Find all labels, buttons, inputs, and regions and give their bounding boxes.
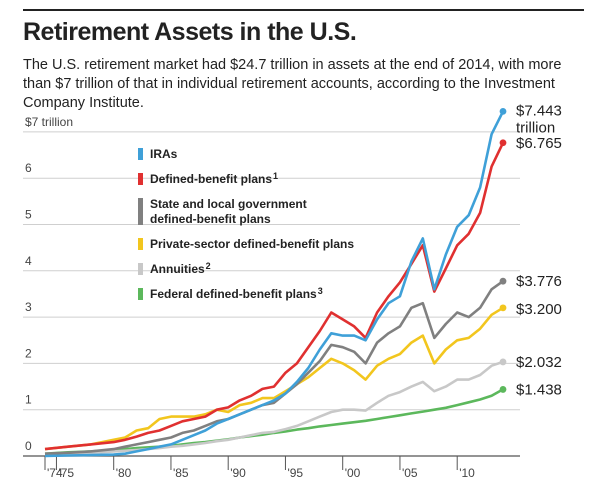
y-tick-label-6: 6 xyxy=(25,161,32,175)
legend-swatch xyxy=(138,263,143,275)
chart-subtitle: The U.S. retirement market had $24.7 tri… xyxy=(23,57,562,111)
series-end-point-iras xyxy=(499,107,507,115)
legend-label: Federal defined-benefit plans3 xyxy=(150,286,323,301)
x-tick-label-2010: '10 xyxy=(459,466,475,480)
y-tick-label-0: 0 xyxy=(25,439,32,453)
series-lines xyxy=(44,107,507,458)
legend-label: Annuities2 xyxy=(150,261,211,276)
series-end-point-state-and-local-government-defined-benefit-plans xyxy=(499,277,507,285)
legend-swatch xyxy=(138,288,143,300)
grid-lines xyxy=(23,131,520,457)
legend-label: Private-sector defined-benefit plans xyxy=(150,237,354,251)
x-tick-label-1995: '95 xyxy=(287,466,303,480)
x-axis-tick-labels: '74'75 '80 '85 '90 '95 '00 '05 '10 xyxy=(44,456,475,480)
legend-item-federal-defined-benefit-plans: Federal defined-benefit plans3 xyxy=(138,286,323,301)
legend-item-private-sector-defined-benefit-plans: Private-sector defined-benefit plans xyxy=(138,237,354,251)
x-tick-label-1990: '90 xyxy=(230,466,246,480)
end-label-state-and-local-government-defined-benefit-plans: $3.776 xyxy=(516,273,562,290)
series-line-state-and-local-government-defined-benefit-plans xyxy=(44,280,504,455)
x-tick-label-2005: '05 xyxy=(402,466,418,480)
y-tick-label-1: 1 xyxy=(25,393,32,407)
legend-item-iras: IRAs xyxy=(138,147,178,161)
legend-label: State and local government xyxy=(150,197,307,211)
y-tick-label-4: 4 xyxy=(25,254,32,268)
series-end-point-private-sector-defined-benefit-plans xyxy=(499,304,507,312)
y-tick-label-3: 3 xyxy=(25,300,32,314)
chart-title: Retirement Assets in the U.S. xyxy=(23,18,357,46)
legend-swatch xyxy=(138,198,143,225)
series-line-iras xyxy=(44,110,505,458)
legend-label: defined-benefit plans xyxy=(150,212,271,226)
end-label-unit: trillion xyxy=(516,119,555,136)
series-end-point-defined-benefit-plans xyxy=(499,139,507,147)
legend-item-state-and-local-government-defined-benefit-plans: State and local governmentdefined-benefi… xyxy=(138,197,307,226)
x-tick-label-1975: '75 xyxy=(58,466,74,480)
end-label-defined-benefit-plans: $6.765 xyxy=(516,135,562,152)
chart-legend: IRAs Defined-benefit plans1 State and loca… xyxy=(138,147,354,301)
end-label-annuities: $2.032 xyxy=(516,354,562,371)
series-line-annuities xyxy=(44,360,504,456)
legend-item-defined-benefit-plans: Defined-benefit plans1 xyxy=(138,171,278,186)
end-label-federal-defined-benefit-plans: $1.438 xyxy=(516,381,562,398)
series-end-point-federal-defined-benefit-plans xyxy=(499,386,507,393)
x-tick-label-1980: '80 xyxy=(116,466,132,480)
end-label-iras: $7.443 xyxy=(516,102,562,119)
end-label-private-sector-defined-benefit-plans: $3.200 xyxy=(516,301,562,318)
x-tick-label-2000: '00 xyxy=(345,466,361,480)
legend-swatch xyxy=(138,173,143,185)
y-tick-label-7: $7 trillion xyxy=(25,115,73,129)
legend-item-annuities: Annuities2 xyxy=(138,261,211,276)
legend-swatch xyxy=(138,148,143,160)
y-tick-label-2: 2 xyxy=(25,346,32,360)
x-tick-label-1974: '74 xyxy=(47,466,63,480)
y-tick-label-5: 5 xyxy=(25,208,32,222)
legend-label: IRAs xyxy=(150,147,178,161)
legend-swatch xyxy=(138,238,143,250)
y-axis-tick-labels: $7 trillion 6 5 4 3 2 1 0 xyxy=(25,115,73,453)
legend-label: Defined-benefit plans1 xyxy=(150,171,278,186)
top-rule xyxy=(23,9,584,11)
x-tick-label-1985: '85 xyxy=(173,466,189,480)
series-end-point-annuities xyxy=(499,358,507,366)
series-line-private-sector-defined-benefit-plans xyxy=(44,306,504,451)
